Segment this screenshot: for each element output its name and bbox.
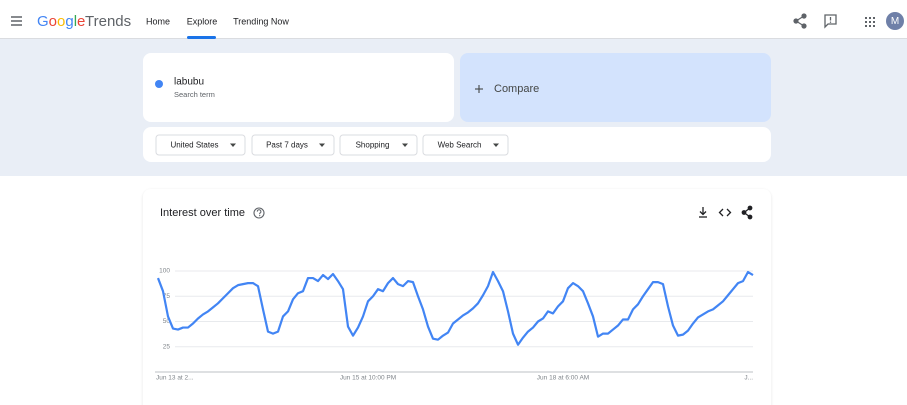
y-tick-label: 50	[163, 318, 171, 325]
search-term-caption: Search term	[174, 90, 215, 99]
logo-letter[interactable]: o	[57, 13, 65, 30]
filter-label[interactable]: Web Search	[438, 141, 482, 150]
logo-letter[interactable]: e	[77, 13, 85, 30]
chart-card	[143, 189, 771, 405]
compare-label[interactable]: Compare	[494, 83, 539, 95]
filter-label[interactable]: Shopping	[356, 141, 390, 150]
x-tick-label: Jun 15 at 10:00 PM	[340, 375, 396, 382]
menu-icon[interactable]	[11, 16, 22, 26]
y-tick-label: 25	[163, 343, 171, 350]
search-term-card[interactable]	[143, 53, 454, 122]
compare-plus-icon[interactable]	[475, 85, 483, 93]
logo-letter[interactable]: g	[65, 13, 73, 30]
share-icon[interactable]	[793, 13, 807, 29]
embed-icon[interactable]	[718, 208, 732, 217]
dropdown-arrow[interactable]	[402, 143, 408, 148]
filter-label[interactable]: Past 7 days	[266, 141, 308, 150]
nav-link[interactable]: Home	[146, 16, 170, 26]
term-color-dot	[155, 80, 163, 88]
avatar-initial[interactable]: M	[891, 16, 899, 27]
trend-line	[156, 270, 754, 346]
filter-dropdown[interactable]	[155, 134, 246, 156]
filter-label[interactable]: United States	[170, 141, 218, 150]
y-tick-label: 100	[159, 268, 170, 275]
filter-dropdown[interactable]	[251, 134, 335, 156]
avatar[interactable]	[886, 12, 904, 30]
x-tick-label: Jun 13 at 2...	[156, 375, 194, 382]
feedback-icon[interactable]	[824, 14, 837, 29]
dropdown-arrow[interactable]	[493, 143, 499, 148]
x-tick-label: J...	[744, 375, 753, 382]
nav-link[interactable]: Trending Now	[233, 16, 289, 26]
filter-dropdown[interactable]	[422, 134, 509, 156]
chart-share-icon[interactable]	[741, 205, 753, 220]
compare-card[interactable]	[460, 53, 771, 122]
help-icon[interactable]	[253, 207, 265, 219]
y-tick-label: 75	[163, 293, 171, 300]
logo-letter[interactable]: o	[49, 13, 57, 30]
logo-letter[interactable]: G	[37, 13, 49, 30]
logo-letter[interactable]: l	[74, 13, 77, 30]
x-tick-label: Jun 18 at 6:00 AM	[537, 375, 589, 382]
logo-trends[interactable]: Trends	[85, 13, 131, 30]
filter-dropdown[interactable]	[339, 134, 418, 156]
download-icon[interactable]	[699, 207, 707, 218]
dropdown-arrow[interactable]	[319, 143, 325, 148]
search-term[interactable]: labubu	[174, 77, 204, 88]
logo-google[interactable]: Google	[37, 13, 85, 30]
nav-link[interactable]: Explore	[187, 16, 218, 26]
nav-active-indicator	[187, 36, 216, 39]
dropdown-arrow[interactable]	[230, 143, 236, 148]
apps-icon[interactable]	[865, 17, 875, 27]
chart-title: Interest over time	[160, 207, 245, 219]
